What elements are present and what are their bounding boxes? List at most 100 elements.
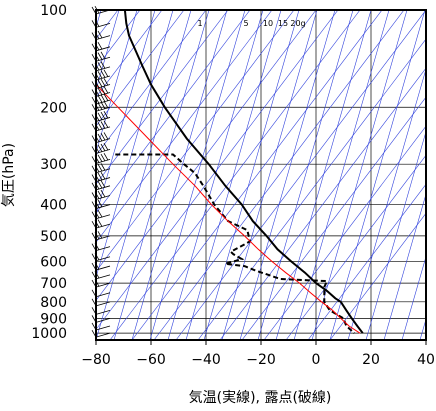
y-tick-label: 400 [40,198,67,214]
wind-barb-flag [97,172,103,181]
mixing-ratio-line [383,193,426,340]
y-tick-label: 900 [40,311,67,327]
wind-barb-flag [103,69,109,77]
mixing-ratio-line [96,10,138,154]
wind-barb-shaft [95,177,111,182]
wind-barb-flag [103,142,109,151]
mixing-ratio-label: 1 [197,19,202,28]
mixing-ratio-line [167,10,264,340]
wind-barb-flag [97,87,103,96]
wind-barb-flag [97,79,103,88]
wind-barb-flag [97,199,103,208]
dry-adiabat-line [96,10,141,69]
y-tick-label: 300 [40,157,67,173]
mixing-ratio-label: 5 [243,19,248,28]
x-axis-title: 気温(実線), 露点(破線) [189,390,332,406]
y-tick-label: 500 [40,229,67,245]
y-tick-label: 1000 [31,326,67,342]
dry-adiabat-line [307,183,426,340]
wind-barb-flag [100,86,106,95]
dry-adiabat-line [96,10,339,330]
wind-barb-shaft [95,256,111,262]
wind-barb-flag [97,190,103,199]
wind-barb-shaft [95,56,111,62]
mixing-ratio-line [96,10,174,279]
mixing-ratio-line [96,10,156,217]
wind-barb-flag [100,61,106,69]
mixing-ratio-line [203,10,300,340]
wind-barb-flag [97,102,103,110]
wind-barb-shaft [95,204,111,209]
wind-barb-flag [97,209,103,218]
wind-barb-flag [100,94,106,102]
wind-barb-shaft [95,301,111,307]
y-axis-title: 気圧(hPa) [1,143,17,207]
wind-barb-shaft [95,235,111,241]
wind-barb-flag [97,30,103,39]
wind-barb-shaft [95,265,111,271]
y-tick-label: 800 [40,295,67,311]
wind-barb-shaft [95,214,111,220]
wind-barb-shaft [95,332,111,338]
mixing-ratio-line [131,10,228,340]
dry-adiabat-line [241,96,426,340]
x-tick-label: −60 [136,352,166,368]
wind-barb-flag [97,112,103,121]
x-tick-label: 0 [312,352,321,368]
mixing-ratio-line [257,10,354,340]
wind-barb-shaft [95,66,111,72]
mixing-ratio-label: 15 [278,19,288,28]
dry-adiabat-line [96,10,207,156]
plot-frame [95,9,427,341]
mixing-ratio-line [96,10,192,340]
mixing-ratio-line [275,10,372,340]
wind-barb-flag [97,52,103,60]
dry-adiabat-line [153,10,405,340]
profile-series [96,10,364,334]
wind-barb-flag [97,144,103,152]
dry-adiabat-line [109,10,361,340]
wind-barb-flag [97,133,103,142]
dry-adiabat-line [96,10,251,214]
wind-barb-flag [97,231,103,239]
wind-barb-flag [103,93,109,102]
wind-barb-shaft [95,274,111,280]
wind-barb-flag [103,153,109,161]
wind-barb [91,120,111,132]
mixing-ratio-line [185,10,282,340]
mixing-ratio-label: 10 [263,19,273,28]
wind-barb-shaft [95,325,111,331]
mixing-ratio-label: 20g [290,19,305,28]
wind-barb-shaft [95,168,111,174]
x-tick-label: 20 [362,352,380,368]
dry-adiabat-line [96,10,163,98]
wind-barb-flag [103,111,109,119]
mixing-ratio-labels: 1 5 10 15 20g [197,19,305,28]
temperature-line [123,10,364,334]
wind-barb-flag [100,101,106,110]
wind-barb-flag [97,163,103,172]
wind-barb-flag [100,143,106,152]
wind-barb-flag [97,95,103,103]
dry-adiabat-line [219,67,426,340]
wind-barb-flag [97,122,103,130]
wind-barb-flag [97,181,103,189]
mixing-ratio-line [293,10,390,340]
wind-barb-flag [100,171,106,180]
mixing-ratio-line [149,10,246,340]
wind-barb-shaft [95,246,111,252]
wind-barb-flag [103,132,109,140]
dry-adiabat-line [329,212,426,340]
wind-barb-flag [103,120,109,128]
mixing-ratio-line [329,10,426,340]
dry-adiabat-line [263,125,426,340]
wind-barb-flag [103,78,109,86]
wind-barb-shaft [95,185,111,191]
wind-barb-shaft [95,223,111,229]
wind-barb-flag [97,219,103,227]
wind-barb-shaft [95,195,111,200]
dry-adiabat-line [96,10,317,301]
mixing-ratio-line [221,10,318,340]
